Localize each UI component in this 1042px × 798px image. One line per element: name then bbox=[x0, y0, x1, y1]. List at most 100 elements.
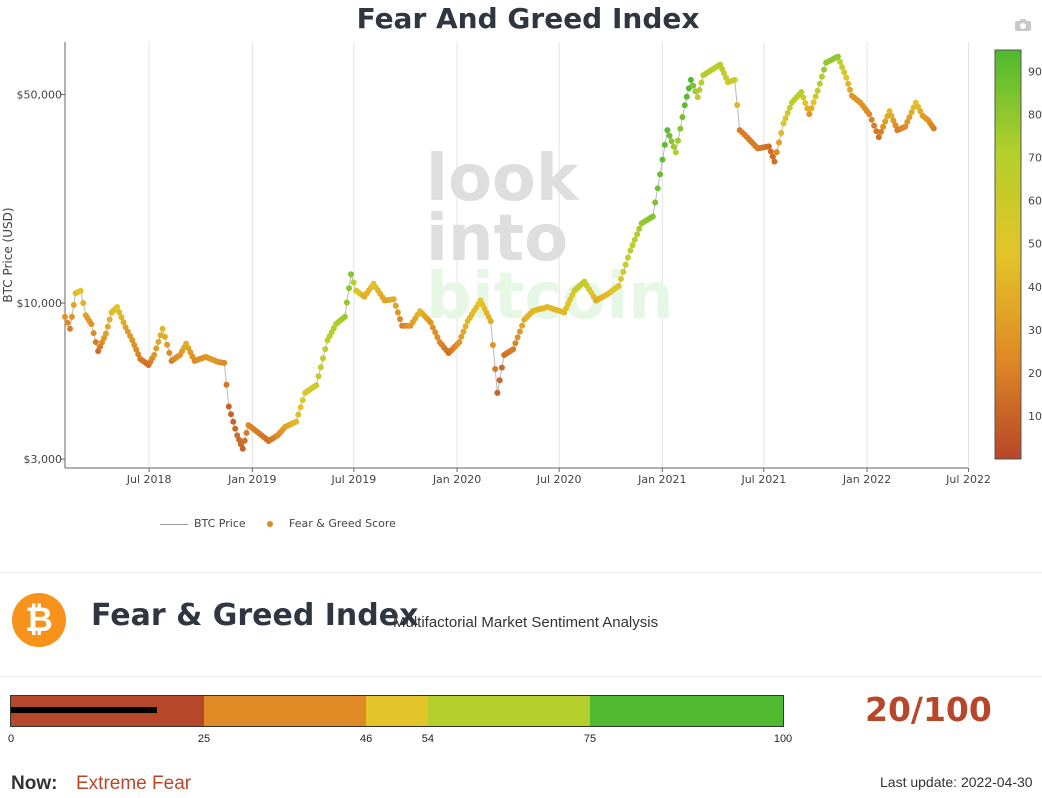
divider bbox=[0, 676, 1042, 677]
score-point bbox=[241, 437, 248, 444]
score-point bbox=[771, 158, 778, 165]
colorbar-ticks: 10 20 30 40 50 60 70 80 90 bbox=[1028, 66, 1042, 423]
score-point bbox=[776, 139, 782, 146]
score-point bbox=[221, 359, 228, 366]
x-tick-label: Jul 2019 bbox=[330, 473, 376, 486]
score-point bbox=[654, 185, 661, 192]
score-point bbox=[118, 314, 125, 321]
score-point bbox=[649, 213, 656, 220]
score-point bbox=[930, 125, 937, 132]
now-label: Now: bbox=[11, 773, 58, 794]
score-point bbox=[514, 334, 521, 341]
score-point bbox=[320, 355, 326, 362]
gauge-segment bbox=[427, 696, 590, 726]
score-point bbox=[664, 127, 671, 134]
score-point bbox=[694, 94, 701, 101]
score-point bbox=[839, 64, 846, 71]
score-point bbox=[120, 319, 127, 326]
score-point bbox=[341, 313, 348, 320]
colorbar-tick-label: 50 bbox=[1028, 238, 1042, 251]
score-point bbox=[871, 122, 878, 129]
score-point bbox=[910, 104, 917, 111]
score-point bbox=[769, 153, 776, 160]
y-tick-label: $3,000 bbox=[24, 453, 63, 466]
score-point bbox=[675, 137, 681, 144]
gauge-needle bbox=[11, 707, 158, 713]
watermark-into: into bbox=[426, 202, 568, 276]
score-point bbox=[617, 276, 624, 282]
score-point bbox=[164, 341, 171, 348]
score-point bbox=[816, 80, 823, 87]
score-point bbox=[161, 333, 168, 340]
x-tick-label: Jul 2022 bbox=[945, 473, 991, 486]
gauge-segment bbox=[589, 696, 783, 726]
score-point bbox=[625, 254, 631, 261]
score-point bbox=[868, 116, 875, 123]
score-point bbox=[102, 330, 109, 337]
score-point bbox=[519, 322, 526, 329]
colorbar bbox=[994, 49, 1022, 460]
score-point bbox=[313, 382, 320, 389]
score-point bbox=[429, 324, 436, 331]
score-point bbox=[800, 94, 807, 101]
score-point bbox=[70, 302, 77, 308]
y-axis-label: BTC Price (USD) bbox=[1, 207, 15, 302]
gridlines bbox=[148, 42, 970, 468]
score-point bbox=[512, 340, 519, 347]
score-point bbox=[668, 138, 675, 145]
score-point bbox=[821, 66, 827, 73]
score-point bbox=[239, 445, 246, 452]
score-point bbox=[346, 285, 352, 292]
x-tick-label: Jan 2019 bbox=[227, 473, 276, 486]
score-point bbox=[432, 329, 439, 336]
score-point bbox=[873, 128, 880, 135]
bitcoin-logo-icon: ₿ bbox=[12, 593, 66, 647]
score-point bbox=[151, 352, 158, 358]
score-points bbox=[62, 53, 937, 452]
score-point bbox=[685, 85, 692, 92]
score-point bbox=[155, 338, 162, 345]
score-point bbox=[731, 76, 738, 83]
score-point bbox=[114, 304, 121, 310]
legend-fear-greed-score[interactable]: Fear & Greed Score bbox=[289, 517, 396, 530]
colorbar-tick-label: 70 bbox=[1028, 152, 1042, 165]
score-point bbox=[661, 141, 668, 148]
y-axis-ticks: $3,000 $10,000 $50,000 bbox=[17, 89, 65, 466]
score-point bbox=[225, 403, 232, 410]
legend-btc-price[interactable]: BTC Price bbox=[194, 517, 246, 530]
score-point bbox=[696, 86, 703, 93]
score-point bbox=[875, 134, 882, 141]
x-tick-label: Jan 2020 bbox=[432, 473, 481, 486]
score-point bbox=[866, 111, 873, 118]
score-point bbox=[765, 143, 772, 150]
score-point bbox=[698, 79, 705, 86]
score-point bbox=[690, 82, 697, 89]
score-point bbox=[80, 300, 87, 306]
score-point bbox=[810, 99, 817, 106]
current-score: 20/100 bbox=[865, 690, 992, 729]
gauge-tick-label: 25 bbox=[197, 733, 211, 745]
score-point bbox=[666, 132, 673, 139]
score-point bbox=[489, 342, 496, 348]
score-point bbox=[228, 411, 234, 418]
score-point bbox=[315, 373, 322, 380]
score-point bbox=[657, 171, 664, 178]
score-point bbox=[888, 112, 895, 119]
score-point bbox=[343, 299, 350, 306]
score-point bbox=[510, 346, 517, 353]
score-point bbox=[627, 247, 634, 254]
score-point bbox=[812, 93, 819, 100]
score-point bbox=[683, 93, 690, 100]
camera-icon[interactable] bbox=[1015, 19, 1031, 31]
score-point bbox=[677, 125, 684, 132]
score-point bbox=[782, 115, 789, 122]
score-point bbox=[462, 323, 469, 330]
colorbar-tick-label: 10 bbox=[1028, 410, 1042, 423]
score-point bbox=[615, 283, 622, 290]
colorbar-tick-label: 40 bbox=[1028, 281, 1042, 294]
score-point bbox=[299, 397, 306, 404]
score-point bbox=[498, 364, 505, 371]
score-point bbox=[892, 122, 899, 129]
score-point bbox=[773, 149, 780, 156]
score-point bbox=[322, 346, 329, 353]
